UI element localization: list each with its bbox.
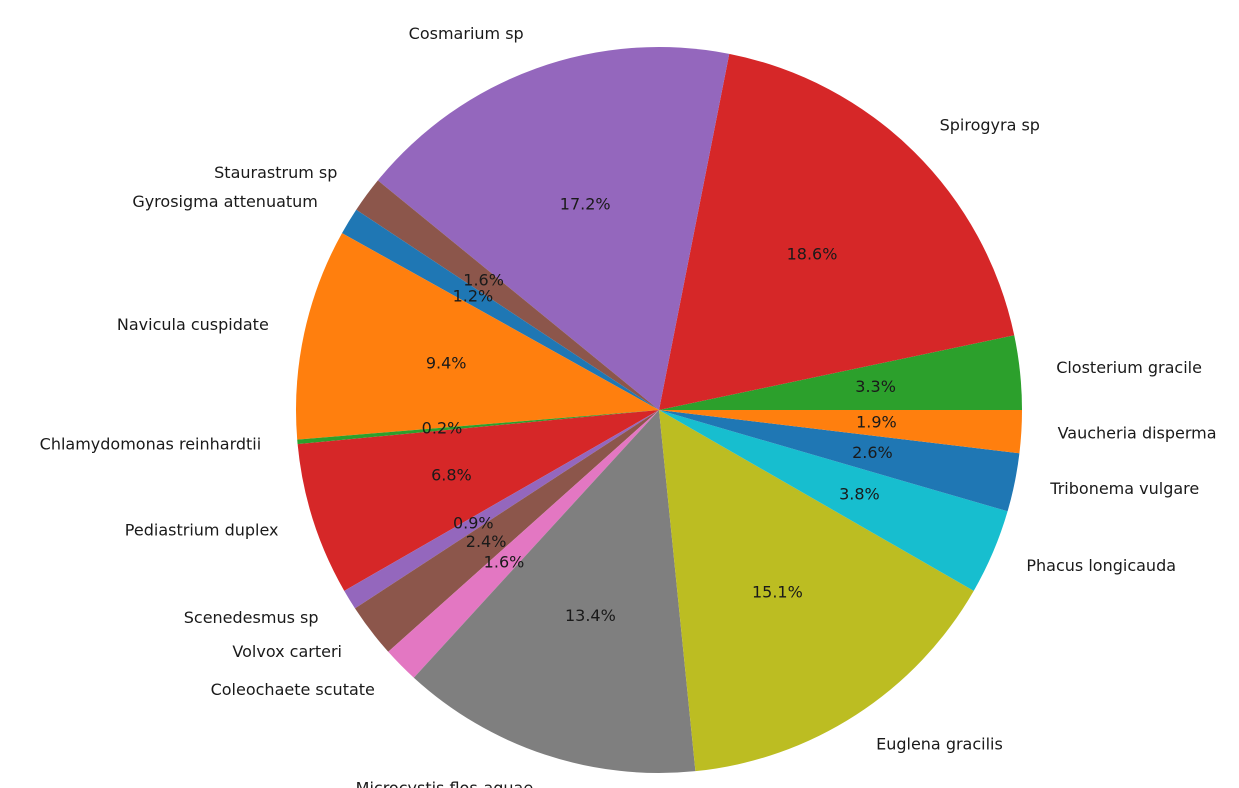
pct-label-staurastrum-sp: 1.6% bbox=[463, 270, 504, 289]
category-label-chlamydomonas-reinhardtii: Chlamydomonas reinhardtii bbox=[40, 435, 262, 454]
pie-slice-chlamydomonas-reinhardtii bbox=[297, 410, 659, 445]
category-label-scenedesmus-sp: Scenedesmus sp bbox=[184, 608, 319, 627]
pie-slice-cosmarium-sp bbox=[377, 46, 730, 410]
pct-label-gyrosigma-attenuatum: 1.2% bbox=[453, 286, 494, 305]
percent-labels-layer: 3.3%18.6%17.2%1.6%1.2%9.4%0.2%6.8%0.9%2.… bbox=[422, 195, 897, 626]
pct-label-volvox-carteri: 2.4% bbox=[466, 532, 507, 551]
category-label-staurastrum-sp: Staurastrum sp bbox=[214, 163, 337, 182]
slices-layer bbox=[296, 46, 1022, 774]
category-label-phacus-longicauda: Phacus longicauda bbox=[1026, 556, 1176, 575]
pie-slice-coleochaete-scutate bbox=[388, 410, 659, 678]
pct-label-spirogyra-sp: 18.6% bbox=[787, 245, 838, 264]
pie-slice-scenedesmus-sp bbox=[344, 410, 659, 609]
pct-label-navicula-cuspidate: 9.4% bbox=[426, 353, 467, 372]
category-label-vaucheria-disperma: Vaucheria disperma bbox=[1058, 423, 1217, 442]
pct-label-phacus-longicauda: 3.8% bbox=[839, 485, 880, 504]
category-label-coleochaete-scutate: Coleochaete scutate bbox=[211, 680, 375, 699]
category-label-spirogyra-sp: Spirogyra sp bbox=[940, 115, 1040, 134]
pie-slice-euglena-gracilis bbox=[659, 410, 974, 772]
pct-label-microcystis-flos-aquae: 13.4% bbox=[565, 606, 616, 625]
category-label-euglena-gracilis: Euglena gracilis bbox=[876, 735, 1003, 754]
pct-label-pediastrium-duplex: 6.8% bbox=[431, 466, 472, 485]
pct-label-tribonema-vulgare: 2.6% bbox=[852, 443, 893, 462]
pct-label-scenedesmus-sp: 0.9% bbox=[453, 513, 494, 532]
pct-label-closterium-gracile: 3.3% bbox=[855, 377, 896, 396]
category-label-gyrosigma-attenuatum: Gyrosigma attenuatum bbox=[132, 192, 318, 211]
pct-label-chlamydomonas-reinhardtii: 0.2% bbox=[422, 419, 463, 438]
pie-slice-gyrosigma-attenuatum bbox=[342, 209, 659, 410]
pct-label-vaucheria-disperma: 1.9% bbox=[856, 413, 897, 432]
category-label-microcystis-flos-aquae: Microcystis flos-aquae bbox=[356, 779, 534, 788]
pie-slice-vaucheria-disperma bbox=[659, 410, 1022, 454]
pie-slice-tribonema-vulgare bbox=[659, 410, 1020, 512]
pct-label-coleochaete-scutate: 1.6% bbox=[484, 553, 525, 572]
category-label-navicula-cuspidate: Navicula cuspidate bbox=[117, 315, 269, 334]
category-label-closterium-gracile: Closterium gracile bbox=[1056, 358, 1202, 377]
category-labels-layer: Closterium gracile Spirogyra sp Cosmarium … bbox=[40, 24, 1217, 788]
pct-label-euglena-gracilis: 15.1% bbox=[752, 582, 803, 601]
pie-slice-staurastrum-sp bbox=[356, 180, 659, 410]
pie-slice-phacus-longicauda bbox=[659, 410, 1008, 591]
category-label-pediastrium-duplex: Pediastrium duplex bbox=[125, 521, 279, 540]
pie-slice-microcystis-flos-aquae bbox=[413, 410, 696, 774]
category-label-cosmarium-sp: Cosmarium sp bbox=[409, 24, 524, 43]
pie-slice-spirogyra-sp bbox=[659, 53, 1015, 411]
pie-slice-pediastrium-duplex bbox=[297, 410, 659, 591]
pie-slice-closterium-gracile bbox=[659, 335, 1022, 410]
category-label-volvox-carteri: Volvox carteri bbox=[232, 642, 342, 661]
category-label-tribonema-vulgare: Tribonema vulgare bbox=[1049, 479, 1199, 498]
pie-slice-navicula-cuspidate bbox=[296, 233, 659, 440]
pct-label-cosmarium-sp: 17.2% bbox=[560, 195, 611, 214]
pie-slice-volvox-carteri bbox=[354, 410, 659, 652]
